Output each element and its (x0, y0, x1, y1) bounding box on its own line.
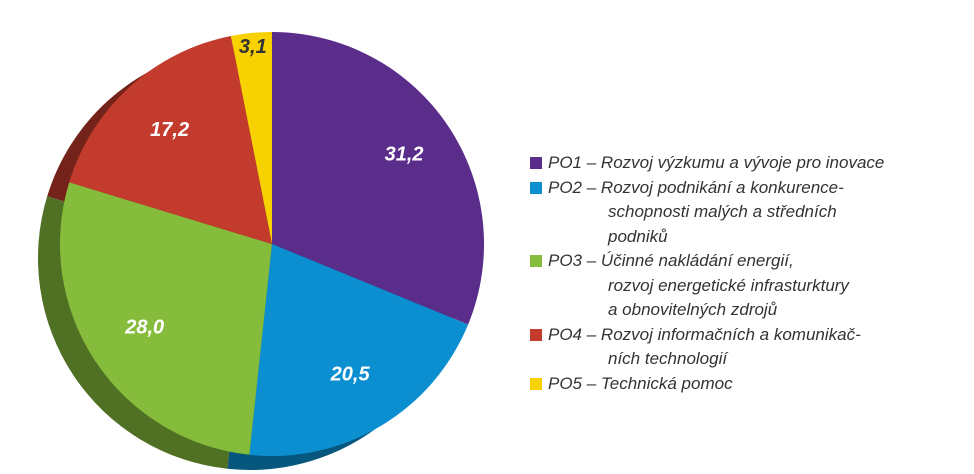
slice (272, 32, 484, 325)
legend-label: PO4 – Rozvoj informačních a komunikač- n… (548, 324, 861, 369)
value-label: 31,2 (385, 144, 424, 166)
slice (230, 32, 272, 244)
slice (59, 182, 273, 455)
value-label: 3,1 (239, 36, 267, 58)
value-label: 20,5 (330, 363, 371, 385)
value-label: 28,0 (124, 316, 164, 338)
legend-swatch (530, 377, 542, 390)
slice (69, 36, 272, 244)
slice (249, 244, 469, 457)
legend-item: PO5 – Technická pomoc (530, 372, 974, 397)
value-labels: 31,2 20,5 28,0 17,2 3,1 (124, 36, 423, 385)
legend-swatch (530, 181, 542, 194)
legend-item: PO2 – Rozvoj podnikání a konkurence- sch… (530, 176, 974, 250)
legend-label: PO5 – Technická pomoc (548, 373, 733, 393)
legend-item: PO3 – Účinné nakládání energií, rozvoj e… (530, 249, 974, 323)
legend-label: PO2 – Rozvoj podnikání a konkurence- sch… (548, 177, 844, 246)
pie-slices (59, 32, 484, 457)
legend-label: PO1 – Rozvoj výzkumu a vývoje pro inovac… (548, 153, 885, 172)
value-label: 17,2 (150, 119, 189, 141)
legend-swatch (530, 255, 542, 267)
legend-item: PO4 – Rozvoj informačních a komunikač- n… (530, 323, 974, 372)
legend-swatch (530, 328, 542, 341)
legend-label: PO3 – Účinné nakládání energií, rozvoj e… (548, 251, 849, 319)
legend-swatch (530, 157, 542, 169)
legend: PO1 – Rozvoj výzkumu a vývoje pro inovac… (530, 151, 974, 396)
legend-item: PO1 – Rozvoj výzkumu a vývoje pro inovac… (530, 151, 974, 176)
